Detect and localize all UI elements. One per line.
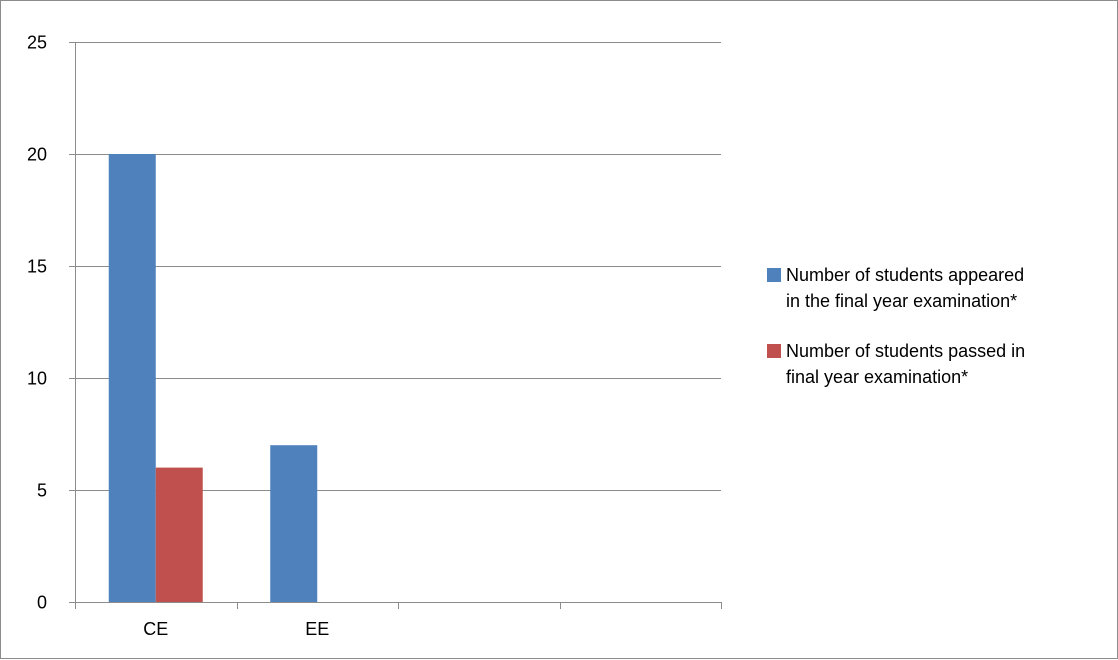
legend-label-line: final year examination*: [786, 367, 968, 387]
legend-label-line: in the final year examination*: [786, 291, 1017, 311]
legend-label: Number of students passed in final year e…: [786, 341, 1025, 387]
legend-swatch: [767, 344, 781, 358]
tick-labels: 0 5 10 15 20 25 CE EE: [27, 33, 329, 640]
legend-item-2: Number of students passed in final year e…: [767, 341, 1025, 387]
bar-CE-series-2: [155, 467, 203, 602]
legend-label-line: Number of students appeared: [786, 265, 1024, 285]
legend: Number of students appeared in the final …: [767, 265, 1025, 387]
x-tick-label-CE: CE: [143, 619, 168, 639]
legend-item-1: Number of students appeared in the final …: [767, 265, 1024, 311]
legend-swatch: [767, 268, 781, 282]
y-tick-label: 25: [27, 33, 47, 53]
x-tick-label-EE: EE: [305, 619, 329, 639]
y-tick-label: 5: [37, 481, 47, 501]
grid-lines: [75, 42, 721, 491]
legend-label: Number of students appeared in the final …: [786, 265, 1024, 311]
y-tick-label: 20: [27, 145, 47, 165]
legend-label-line: Number of students passed in: [786, 341, 1025, 361]
bars: [108, 154, 318, 602]
bar-CE-series-1: [108, 154, 156, 602]
axes: [69, 42, 722, 609]
y-tick-label: 0: [37, 593, 47, 613]
y-tick-label: 10: [27, 369, 47, 389]
bar-EE-series-1: [270, 445, 318, 602]
y-tick-label: 15: [27, 257, 47, 277]
